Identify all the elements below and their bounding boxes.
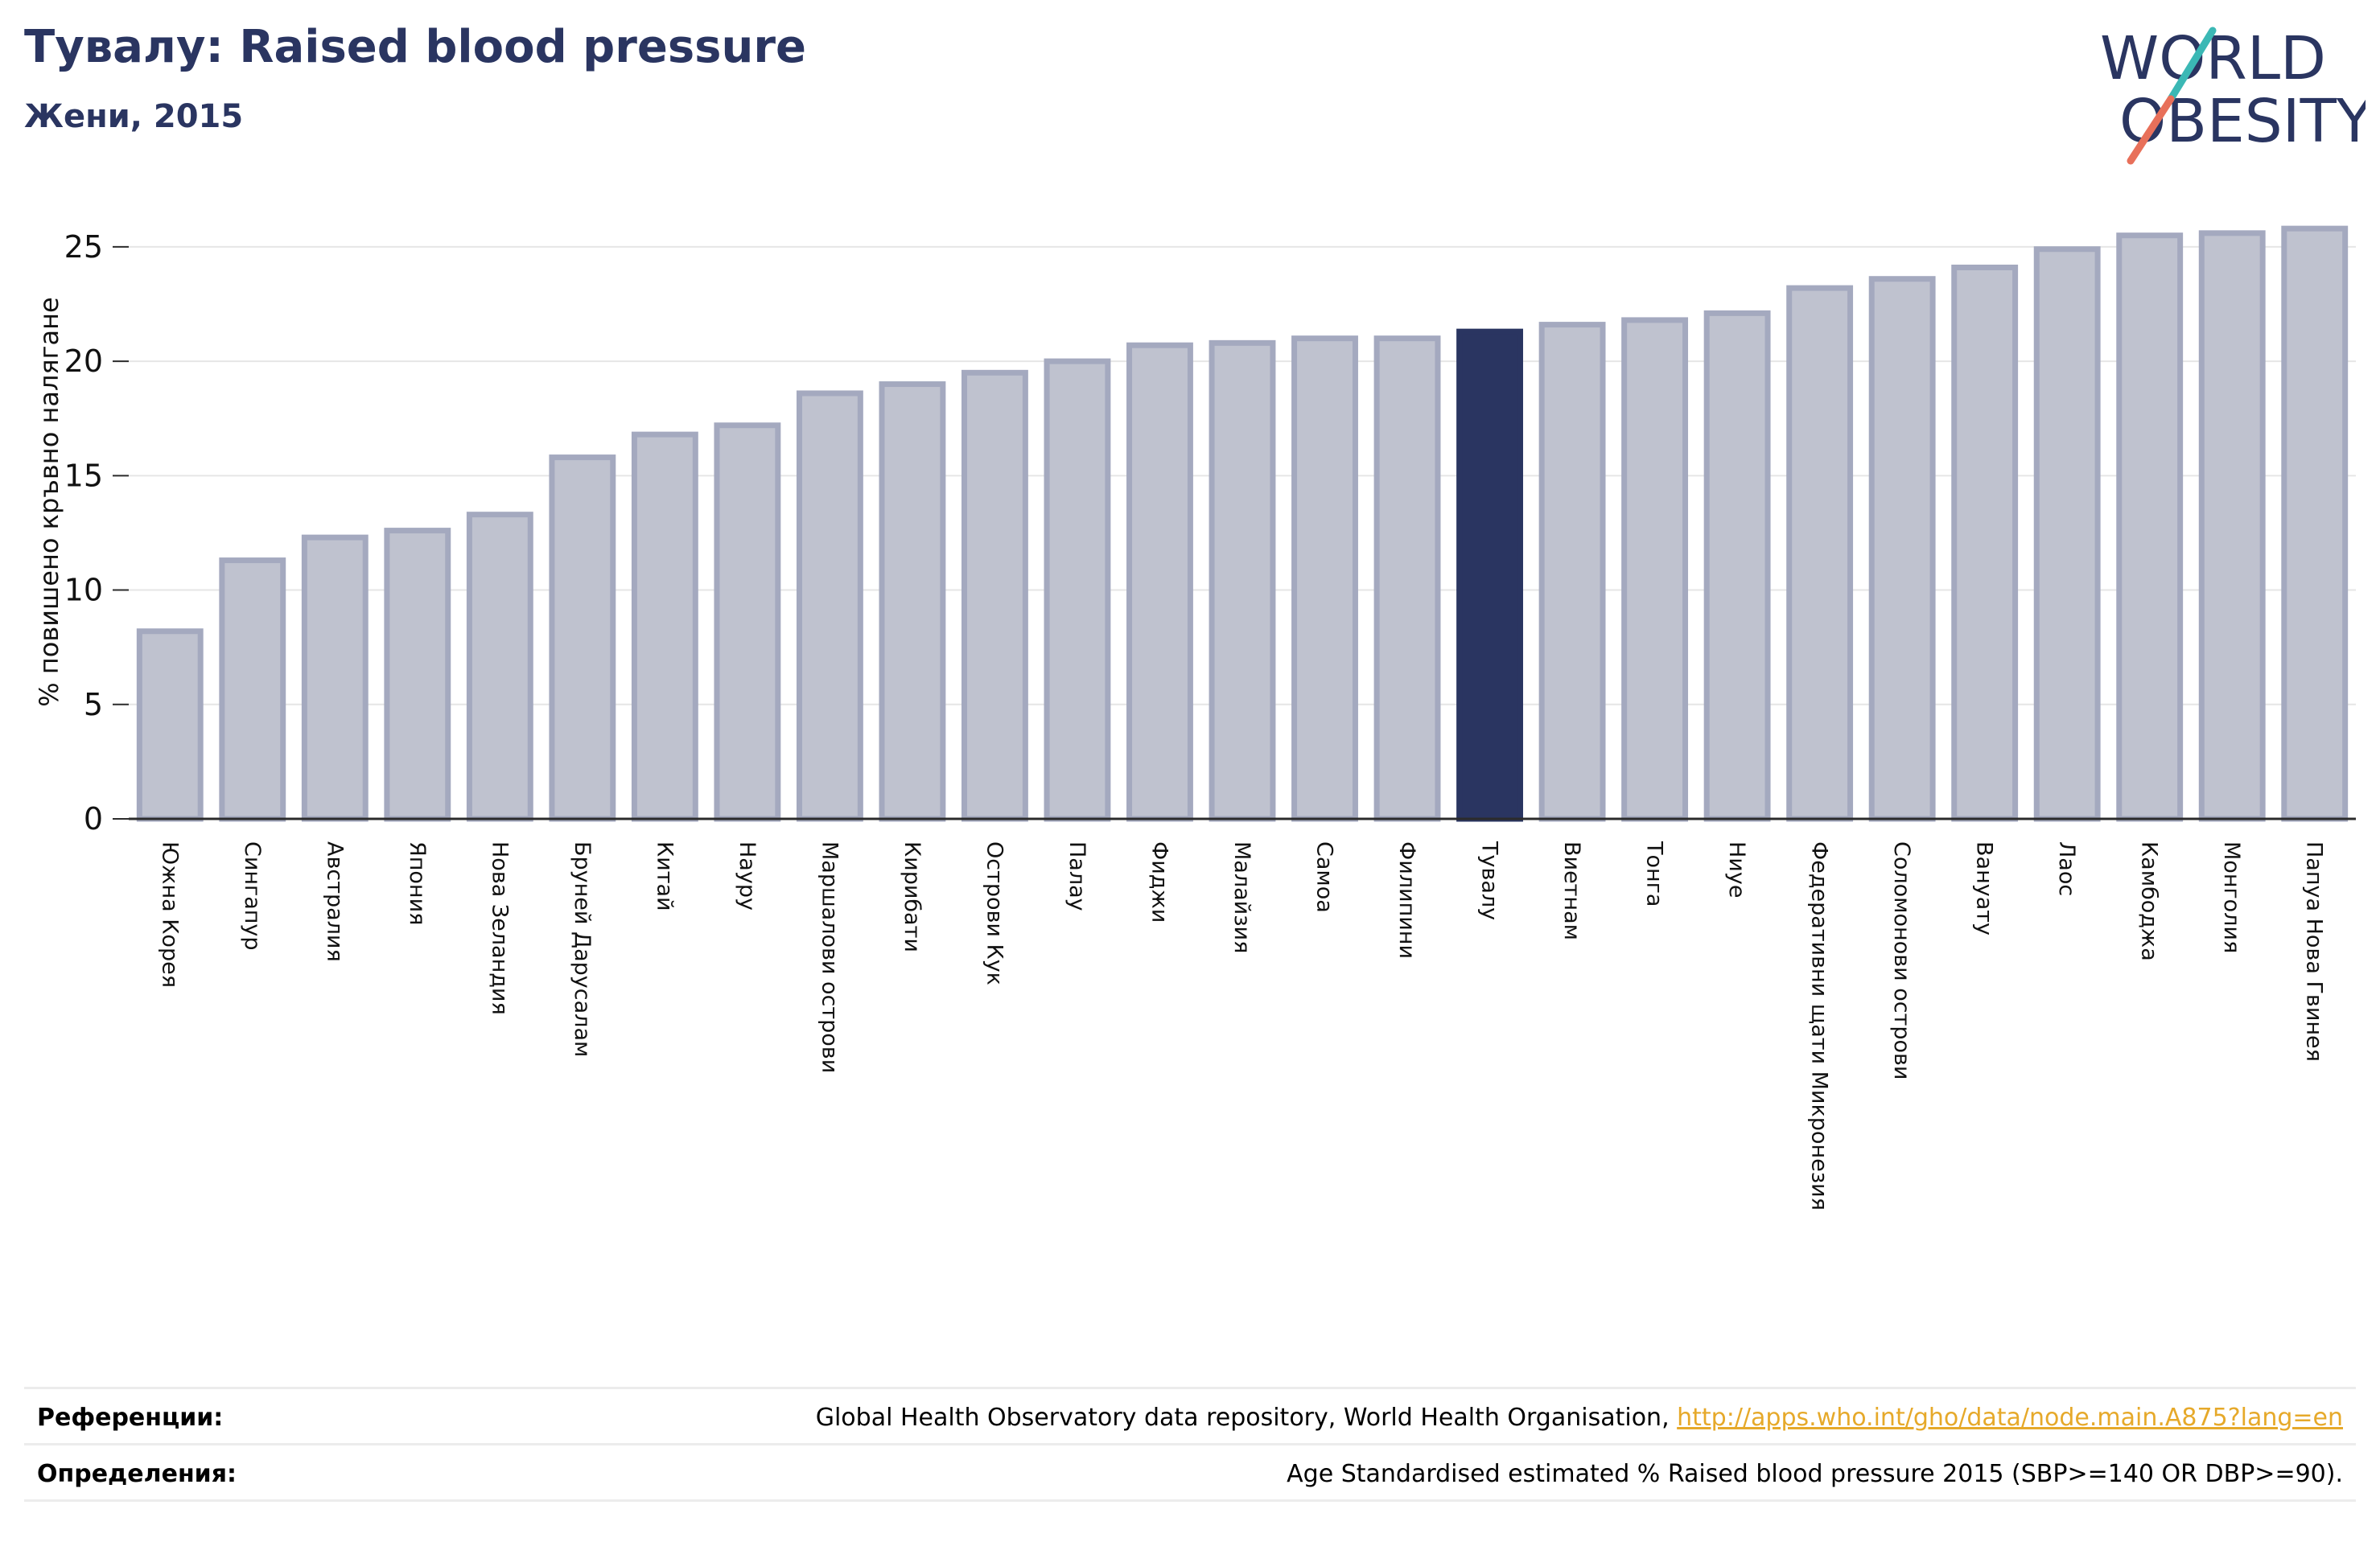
x-tick-label: Фиджи	[1147, 841, 1171, 923]
bar	[1703, 310, 1771, 822]
chart-subtitle: Жени, 2015	[24, 98, 244, 135]
bar	[1868, 276, 1936, 822]
bar	[796, 390, 863, 822]
bar	[2281, 225, 2349, 822]
table-bottom-border	[24, 1499, 2356, 1502]
bar	[631, 431, 698, 822]
bar	[219, 557, 286, 822]
y-tick-label: 0	[84, 801, 103, 837]
x-tick-label: Малайзия	[1229, 841, 1254, 953]
x-tick-label: Тонга	[1642, 841, 1667, 907]
bar	[1538, 322, 1606, 822]
x-tick-label: Австралия	[322, 841, 347, 962]
references-text: Global Health Observatory data repositor…	[815, 1404, 1678, 1432]
references-label: Референции:	[37, 1404, 224, 1432]
x-tick-label: Южна Корея	[157, 841, 182, 988]
x-tick-label: Науру	[735, 841, 760, 911]
x-tick-label: Соломонови острови	[1889, 841, 1914, 1079]
x-tick-label: Папуа Нова Гвинея	[2302, 841, 2327, 1062]
definitions-text: Age Standardised estimated % Raised bloo…	[1287, 1460, 2343, 1488]
x-tick-label: Тувалу	[1477, 841, 1502, 920]
bar	[2116, 232, 2184, 822]
world-obesity-logo: WORLD OBESITY	[2100, 24, 2366, 165]
x-tick-label: Монголия	[2219, 841, 2244, 953]
y-axis-label: % повишено кръвно налягане	[34, 297, 64, 706]
x-tick-label: Ниуе	[1724, 841, 1749, 898]
x-tick-label: Кирибати	[900, 841, 924, 952]
x-tick-label: Виетнам	[1559, 841, 1584, 940]
logo-slash-top	[2167, 27, 2217, 103]
y-tick-label: 10	[64, 573, 103, 608]
definitions-row: Определения: Age Standardised estimated …	[24, 1443, 2356, 1502]
bar	[1291, 335, 1358, 822]
bar	[1786, 285, 1854, 822]
bar	[1373, 335, 1441, 822]
references-value: Global Health Observatory data repositor…	[816, 1404, 2343, 1432]
y-tick-label: 5	[84, 687, 103, 722]
y-tick-label: 15	[64, 458, 103, 493]
bar	[384, 528, 451, 822]
x-tick-label: Маршалови острови	[817, 841, 842, 1073]
bar	[136, 628, 204, 822]
bar	[1209, 339, 1276, 822]
logo-slash-bottom	[2127, 95, 2175, 165]
x-tick-label: Филипини	[1394, 841, 1419, 959]
bar	[301, 534, 369, 822]
x-tick-label: Палау	[1064, 841, 1089, 911]
x-tick-label: Япония	[405, 841, 430, 925]
bar	[2033, 246, 2101, 822]
bar	[1621, 317, 1689, 822]
bar	[2198, 230, 2266, 822]
x-tick-label: Сингапур	[240, 841, 265, 951]
bar	[466, 512, 533, 822]
bar-chart: 0 5 10 15 20 25 % повишено кръвно налягане Южна…	[34, 225, 2356, 1211]
bar	[961, 369, 1028, 822]
bar-highlighted	[1456, 328, 1523, 822]
chart-title: Тувалу: Raised blood pressure	[24, 21, 806, 73]
x-tick-label: Самоа	[1312, 841, 1337, 913]
bar	[549, 454, 616, 822]
y-tick-label: 20	[64, 343, 103, 379]
x-tick-label: Федеративни щати Микронезия	[1807, 841, 1832, 1211]
bar	[714, 422, 781, 822]
x-tick-label: Лаос	[2054, 841, 2079, 896]
x-tick-label: Вануату	[1972, 841, 1997, 935]
references-row: Референции: Global Health Observatory da…	[24, 1387, 2356, 1445]
definitions-label: Определения:	[37, 1460, 237, 1488]
x-tick-label: Китай	[652, 841, 677, 911]
y-tick-label: 25	[64, 229, 103, 265]
bar	[1951, 264, 2019, 822]
x-tick-label: Бруней Дарусалам	[570, 841, 595, 1057]
x-tick-label: Нова Зеландия	[487, 841, 512, 1015]
x-tick-label: Острови Кук	[982, 841, 1007, 985]
x-tick-label: Камбоджа	[2137, 841, 2162, 961]
bar	[1126, 342, 1193, 822]
references-link[interactable]: http://apps.who.int/gho/data/node.main.A…	[1677, 1404, 2343, 1432]
bar	[879, 381, 946, 822]
bar	[1044, 358, 1111, 822]
